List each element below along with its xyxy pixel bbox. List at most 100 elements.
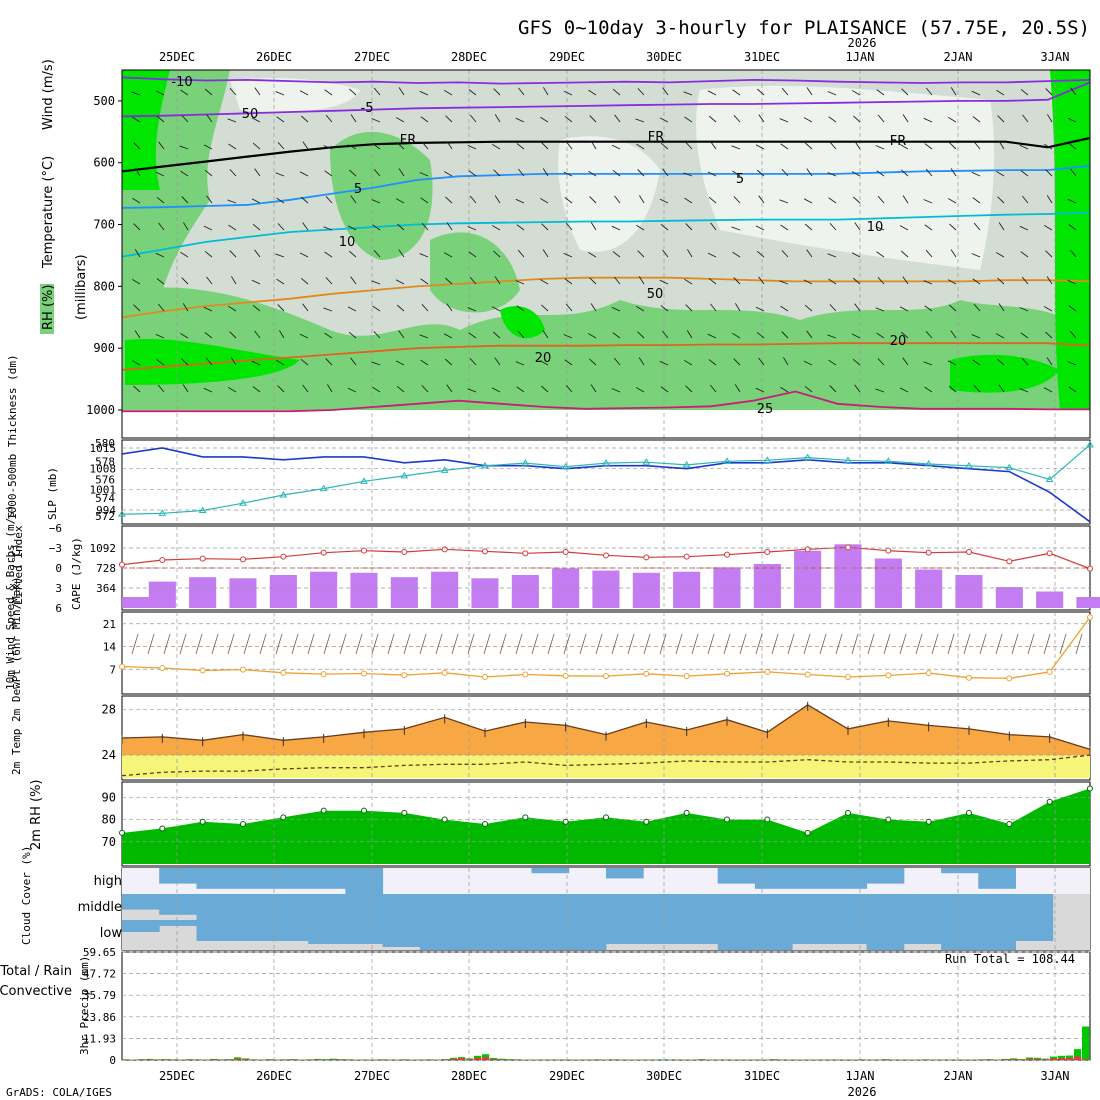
precip-total-bar (442, 1059, 450, 1060)
wind-barb (371, 199, 381, 204)
li-marker (441, 546, 448, 553)
wind-barb (685, 223, 693, 231)
wind-barb (924, 305, 933, 312)
wind-barb (998, 141, 1005, 150)
wind-barb (947, 279, 957, 285)
wind-barb (396, 223, 405, 231)
precip-total-bar (322, 1059, 330, 1060)
wind-barb (300, 358, 309, 366)
thickness-marker (319, 484, 328, 492)
cloud-level-label: low (100, 926, 123, 941)
wind-barb (564, 197, 573, 204)
wind-barb (804, 223, 813, 231)
wind-barb (204, 250, 213, 258)
wind-barb (469, 276, 477, 285)
thickness-marker (400, 471, 409, 479)
surface-wind-barb (211, 633, 219, 655)
li-tick-label: 3 (55, 582, 62, 595)
li-marker (199, 555, 206, 562)
wind-barb (275, 172, 285, 177)
wind-barb (420, 278, 429, 285)
cape-bar (350, 572, 378, 608)
wind-barb (421, 303, 429, 312)
wind-barb (731, 226, 741, 231)
wind-barb (516, 386, 525, 393)
cape-bar (834, 544, 862, 608)
wind-barb (997, 277, 1005, 285)
surface-wind-barb (899, 633, 907, 655)
wind-barb (323, 307, 333, 312)
cloud-bar (606, 920, 644, 944)
wind-barb (181, 115, 189, 123)
wind-barb (491, 306, 501, 312)
surface-wind-barb (275, 633, 283, 655)
date-tick-label-bottom: 2JAN (944, 1069, 973, 1083)
wind-barb (588, 252, 597, 258)
contour-label: 5 (736, 172, 744, 187)
wind-barb (204, 88, 213, 96)
precip-conv-bar (1050, 1058, 1058, 1060)
cloud-bar (903, 894, 942, 920)
rh2m-marker (361, 807, 367, 814)
wind-barb (589, 358, 597, 366)
wind-barb (783, 357, 789, 366)
wind-barb (662, 87, 669, 96)
wind-barb (755, 306, 765, 312)
wind-barb (733, 196, 741, 204)
wind-barb (493, 169, 501, 177)
rh2m-marker (1046, 798, 1053, 805)
slp-tick-label: 994 (96, 504, 116, 517)
precip-conv-bar (490, 1059, 498, 1060)
wind-barb (347, 387, 357, 393)
wind-barb (227, 199, 237, 204)
date-tick-label-bottom: 29DEC (549, 1069, 585, 1083)
wind-barb (372, 305, 381, 312)
cloud-bar (419, 920, 458, 950)
surface-wind-barb (131, 633, 139, 655)
wind-barb (950, 87, 957, 96)
li-marker (603, 552, 609, 559)
surface-wind-barb (483, 633, 491, 655)
surface-wind-barb (739, 633, 747, 655)
date-tick-label-bottom: 25DEC (159, 1069, 195, 1083)
wind-barb (350, 276, 357, 285)
wind-barb (181, 358, 189, 366)
surface-wind-barb (643, 633, 651, 655)
wind-barb (781, 250, 789, 258)
wind-barb (254, 87, 261, 96)
precip-total-bar (290, 1059, 298, 1060)
contour-label: 50 (242, 107, 259, 122)
wind-barb (1020, 332, 1029, 339)
precip-total-bar (994, 1059, 1002, 1060)
wind-barb (1021, 276, 1029, 285)
wind-barb (421, 141, 429, 150)
rh2m-marker (562, 818, 569, 825)
wind-barb (684, 197, 693, 204)
date-tick-label-top: 28DEC (451, 50, 487, 64)
wind-barb (563, 90, 573, 96)
li-marker (764, 549, 771, 555)
precip-conv-bar (1082, 1059, 1090, 1060)
slp-tick-label: 1001 (90, 483, 117, 496)
pressure-tick-label: 600 (93, 156, 115, 170)
surface-wind-barb (915, 633, 923, 655)
rh-shading-region (696, 85, 995, 270)
wind-barb (347, 144, 357, 150)
precip-total-bar (178, 1059, 186, 1060)
cloud-bar (196, 894, 235, 920)
wind-barb (371, 361, 381, 366)
wind-barb (636, 143, 645, 150)
wind-barb (299, 333, 309, 339)
cloud-level-label: middle (78, 900, 122, 915)
wind-barb (660, 386, 669, 393)
precip-conv-bar (1026, 1058, 1034, 1060)
thickness-marker (803, 453, 812, 461)
wind-barb (373, 168, 381, 177)
wind-barb (755, 387, 765, 393)
wind-barb (661, 330, 669, 339)
cloud-bar (792, 920, 830, 944)
cloud-bar (792, 894, 830, 920)
precip-conv-bar (474, 1057, 482, 1060)
cloud-bar (308, 868, 346, 889)
date-tick-label-bottom: 28DEC (451, 1069, 487, 1083)
